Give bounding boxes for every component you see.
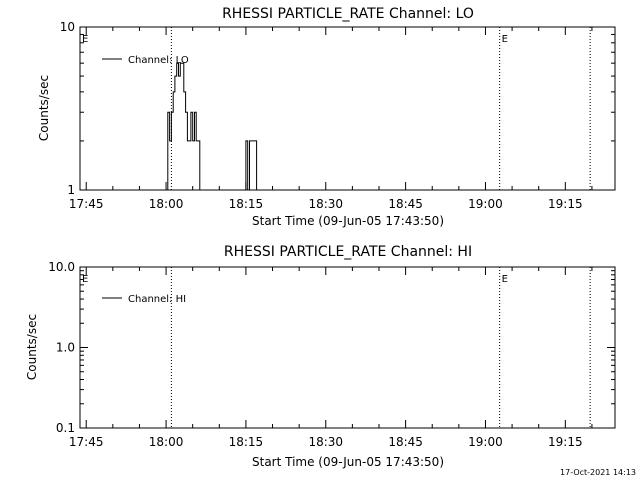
- event-marker-hi: E: [82, 274, 88, 285]
- x-tick-label-lo: 18:30: [308, 197, 343, 211]
- x-tick-label-lo: 17:45: [69, 197, 104, 211]
- y-axis-label-hi: Counts/sec: [25, 314, 39, 380]
- footer-timestamp: 17-Oct-2021 14:13: [560, 468, 636, 477]
- x-tick-label-lo: 19:00: [468, 197, 503, 211]
- x-axis-label-lo: Start Time (09-Jun-05 17:43:50): [252, 214, 444, 228]
- event-marker-lo: E: [502, 34, 508, 45]
- event-marker-lo: E: [82, 34, 88, 45]
- y-axis-label-lo: Counts/sec: [37, 75, 51, 141]
- y-tick-label-lo: 10: [60, 20, 75, 34]
- plot-frame-lo: [79, 26, 616, 191]
- chart-title-lo: RHESSI PARTICLE_RATE Channel: LO: [222, 6, 474, 22]
- x-tick-label-lo: 18:45: [388, 197, 423, 211]
- x-tick-label-hi: 19:00: [468, 435, 503, 449]
- legend-label-lo: Channel: LO: [128, 55, 189, 66]
- x-tick-label-hi: 18:15: [229, 435, 264, 449]
- x-tick-label-lo: 18:15: [229, 197, 264, 211]
- chart-title-hi: RHESSI PARTICLE_RATE Channel: HI: [224, 244, 472, 260]
- x-tick-label-hi: 18:00: [149, 435, 184, 449]
- y-tick-label-hi: 10.0: [48, 260, 75, 274]
- y-tick-label-lo: 1: [67, 183, 75, 197]
- x-tick-label-hi: 17:45: [69, 435, 104, 449]
- x-tick-label-lo: 18:00: [149, 197, 184, 211]
- x-axis-label-hi: Start Time (09-Jun-05 17:43:50): [252, 455, 444, 469]
- plot-frame-hi: [79, 266, 616, 429]
- x-tick-label-hi: 18:45: [388, 435, 423, 449]
- x-tick-label-hi: 18:30: [308, 435, 343, 449]
- y-tick-label-hi: 1.0: [56, 341, 75, 355]
- legend-label-hi: Channel: HI: [128, 294, 186, 305]
- series-line-lo: [166, 62, 259, 191]
- event-marker-hi: E: [502, 274, 508, 285]
- x-tick-label-lo: 19:15: [548, 197, 583, 211]
- x-tick-label-hi: 19:15: [548, 435, 583, 449]
- y-tick-label-hi: 0.1: [56, 421, 75, 435]
